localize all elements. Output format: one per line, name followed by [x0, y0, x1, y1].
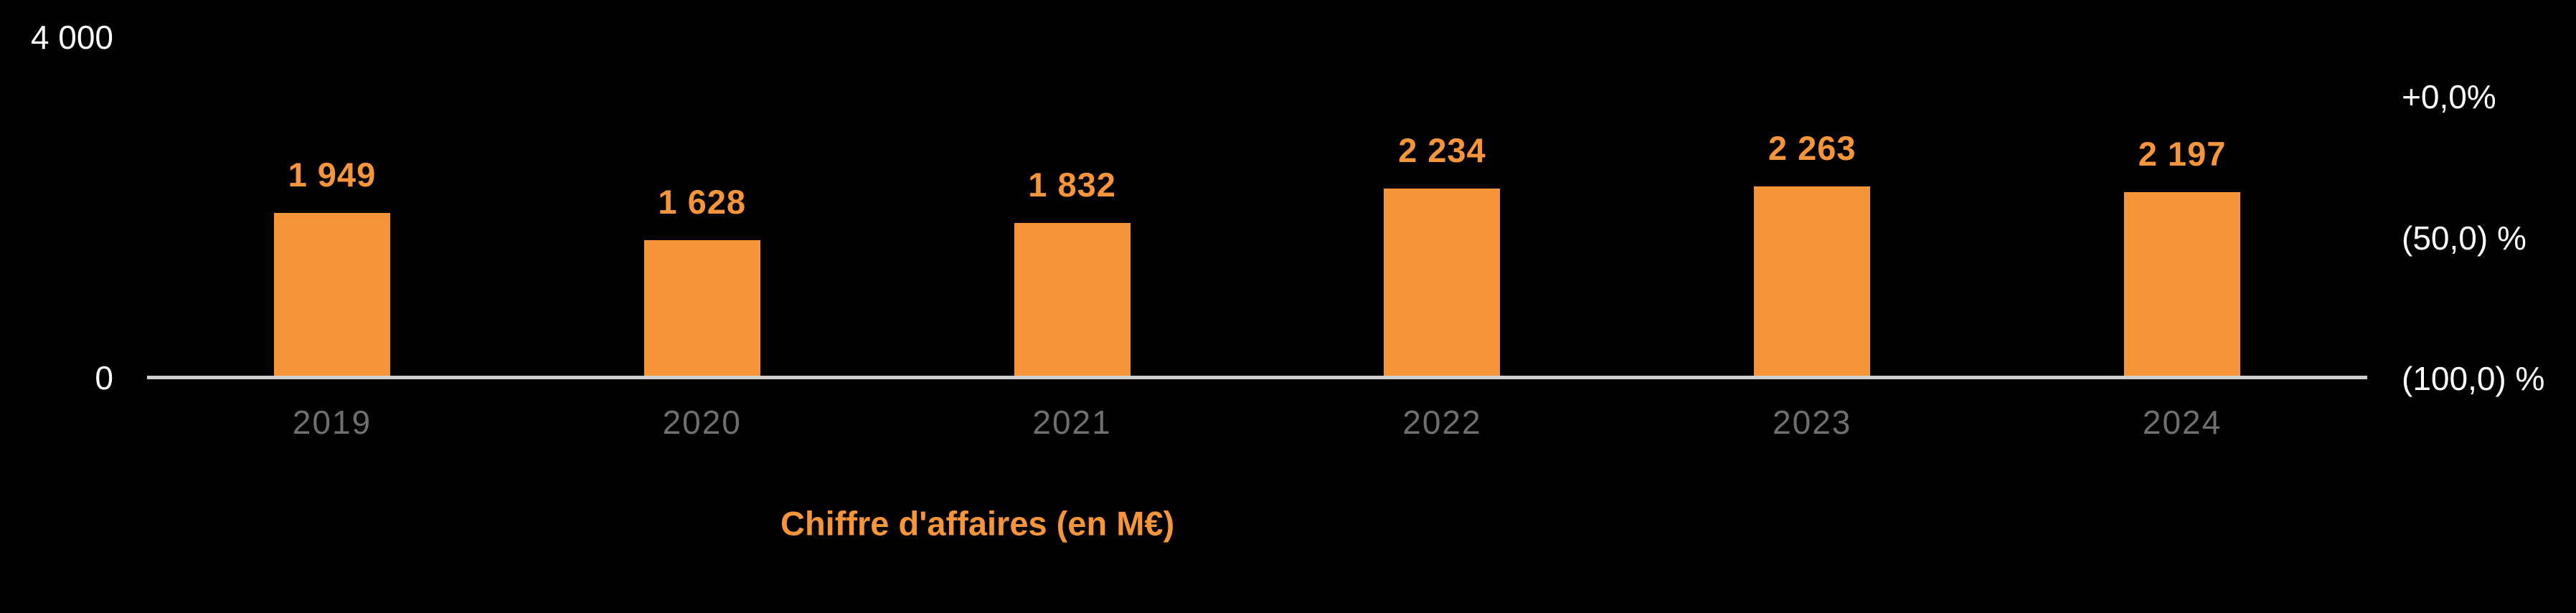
bar-value-label-2022: 2 234 [1398, 131, 1486, 170]
category-label-2023: 2023 [1773, 404, 1852, 441]
bar-group-2019: 1 949 [147, 39, 517, 378]
bar-value-label-2020: 1 628 [658, 182, 747, 221]
bar-value-label-2024: 2 197 [2138, 134, 2227, 173]
right-axis-tick-50: (50,0) % [2402, 219, 2527, 257]
bar-2020 [643, 239, 760, 378]
bar-group-2023: 2 263 [1627, 39, 1997, 378]
bar-value-label-2019: 1 949 [288, 156, 377, 194]
category-label-2019: 2019 [292, 404, 372, 441]
legend-label: Chiffre d'affaires (en M€) [780, 504, 1175, 543]
bar-value-label-2023: 2 263 [1768, 128, 1856, 167]
bar-2024 [2124, 191, 2241, 378]
bar-2023 [1754, 186, 1871, 378]
bar-group-2020: 1 628 [517, 39, 887, 378]
category-label-2024: 2024 [2142, 404, 2222, 441]
bar-2022 [1384, 189, 1501, 378]
bar-group-2022: 2 234 [1257, 39, 1627, 378]
bar-2019 [273, 213, 390, 378]
bar-group-2021: 1 832 [887, 39, 1258, 378]
category-label-2022: 2022 [1402, 404, 1482, 441]
plot-area: 1 949 1 628 1 832 2 234 2 263 2 197 [147, 39, 2367, 378]
right-axis-tick-100: (100,0) % [2402, 360, 2545, 397]
category-axis: 2019 2020 2021 2022 2023 2024 [147, 403, 2367, 442]
bar-2021 [1014, 222, 1131, 378]
y-axis-tick-zero: 0 [95, 359, 113, 396]
x-axis-baseline [147, 376, 2367, 379]
bar-value-label-2021: 1 832 [1028, 165, 1116, 204]
category-label-2021: 2021 [1032, 404, 1112, 441]
bar-group-2024: 2 197 [1997, 39, 2367, 378]
y-axis-tick-max: 4 000 [30, 19, 113, 56]
category-label-2020: 2020 [662, 404, 742, 441]
right-axis-tick-0: +0,0% [2402, 78, 2496, 115]
